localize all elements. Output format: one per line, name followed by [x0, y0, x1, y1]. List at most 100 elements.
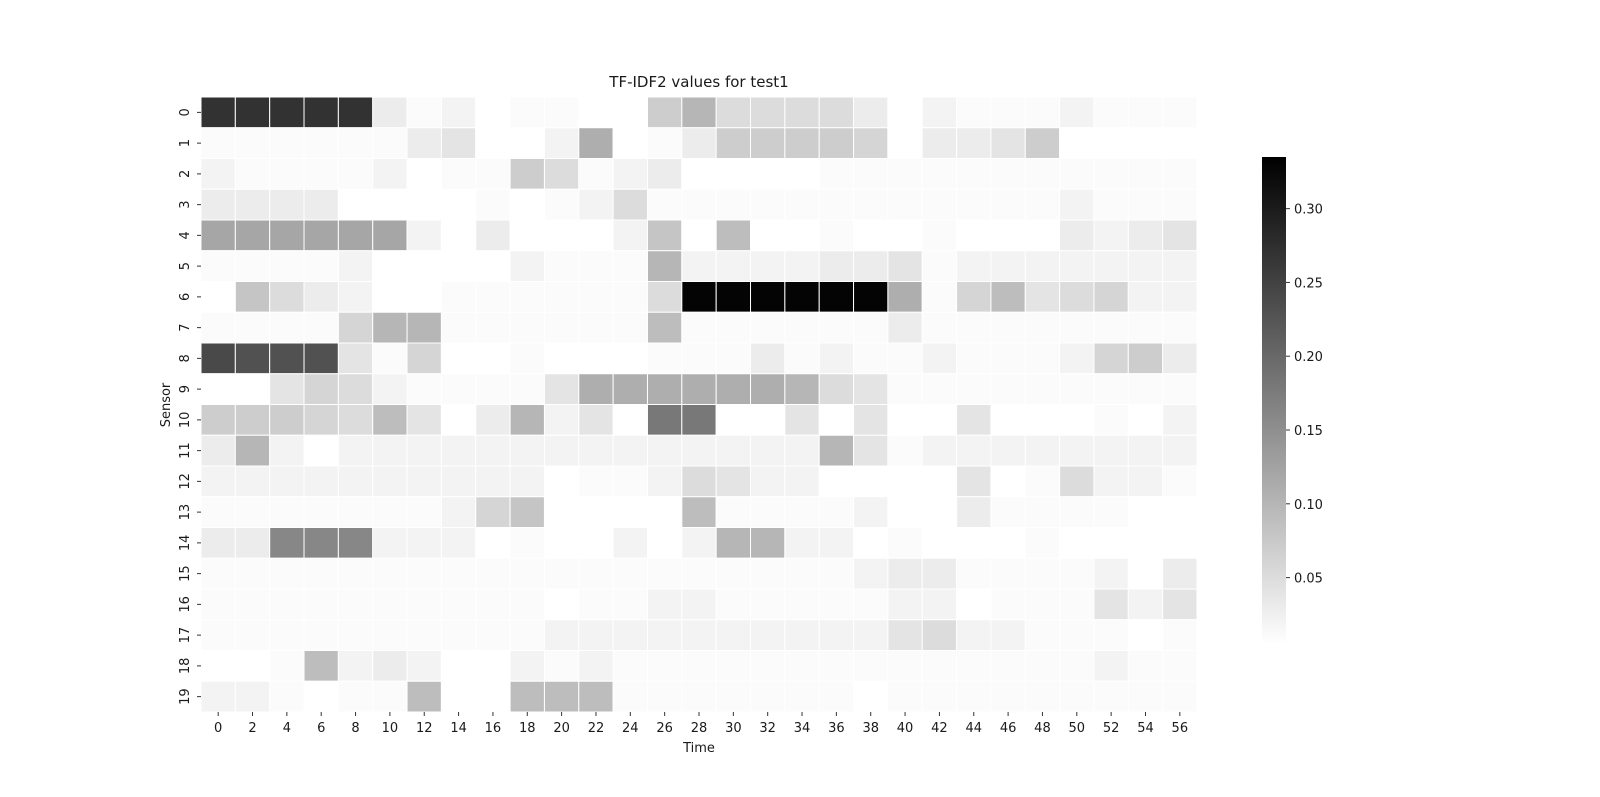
heatmap-cell	[646, 250, 683, 282]
heatmap-cell	[887, 342, 923, 375]
heatmap-cell	[646, 680, 683, 713]
heatmap-cell	[921, 434, 958, 467]
heatmap-cell	[784, 311, 820, 344]
heatmap-cell	[750, 588, 786, 621]
heatmap-cell	[818, 434, 855, 467]
heatmap-cell	[990, 188, 1026, 221]
heatmap-cell	[921, 404, 958, 436]
heatmap-cell	[887, 311, 923, 344]
heatmap-cell	[681, 342, 717, 375]
heatmap-cell	[406, 373, 442, 405]
heatmap-cell	[1024, 281, 1061, 313]
heatmap-cell	[853, 342, 889, 375]
heatmap-cell	[543, 250, 580, 282]
heatmap-cell	[646, 96, 683, 129]
heatmap-cell	[1127, 250, 1164, 282]
heatmap-cell	[921, 219, 958, 252]
heatmap-cell	[990, 465, 1026, 498]
heatmap-cell	[887, 127, 923, 159]
heatmap-cell	[303, 527, 339, 559]
heatmap-cell	[234, 342, 271, 375]
heatmap-cell	[372, 465, 408, 498]
x-tick-label: 18	[519, 721, 536, 736]
heatmap-cell	[1024, 680, 1061, 713]
heatmap-cell	[1059, 311, 1095, 344]
heatmap-cell	[372, 250, 408, 282]
heatmap-cell	[406, 219, 442, 252]
heatmap-cell	[818, 650, 855, 682]
heatmap-cell	[646, 557, 683, 590]
heatmap-cell	[1093, 96, 1129, 129]
heatmap-cell	[921, 650, 958, 682]
heatmap-cell	[475, 158, 511, 190]
heatmap-cell	[372, 404, 408, 436]
heatmap-cell	[509, 219, 545, 252]
heatmap-cell	[372, 158, 408, 190]
heatmap-cell	[956, 650, 992, 682]
heatmap-cell	[818, 465, 855, 498]
heatmap-cell	[1024, 96, 1061, 129]
heatmap-cell	[818, 557, 855, 590]
heatmap-cell	[1093, 680, 1129, 713]
heatmap-cell	[990, 158, 1026, 190]
heatmap-cell	[956, 188, 992, 221]
heatmap-cell	[715, 680, 752, 713]
heatmap-cell	[887, 373, 923, 405]
chart-title: TF-IDF2 values for test1	[608, 73, 788, 91]
heatmap-cell	[1024, 219, 1061, 252]
heatmap-cell	[887, 281, 923, 313]
heatmap-cell	[784, 680, 820, 713]
heatmap-cell	[818, 281, 855, 313]
heatmap-cell	[1059, 342, 1095, 375]
heatmap-cell	[372, 434, 408, 467]
heatmap-cell	[337, 404, 374, 436]
heatmap-cell	[509, 250, 545, 282]
heatmap-cell	[853, 404, 889, 436]
heatmap-cell	[921, 465, 958, 498]
heatmap-cell	[337, 465, 374, 498]
heatmap-cell	[337, 680, 374, 713]
heatmap-cell	[887, 250, 923, 282]
heatmap-cell	[543, 311, 580, 344]
heatmap-cell	[1059, 188, 1095, 221]
heatmap-cell	[990, 619, 1026, 651]
heatmap-cell	[853, 619, 889, 651]
heatmap-cell	[646, 404, 683, 436]
heatmap-cell	[1162, 619, 1198, 651]
heatmap-cell	[1059, 619, 1095, 651]
heatmap-cell	[509, 373, 545, 405]
heatmap-cell	[715, 619, 752, 651]
heatmap-cell	[853, 373, 889, 405]
heatmap-cell	[578, 342, 614, 375]
heatmap-cell	[200, 311, 236, 344]
heatmap-cell	[406, 404, 442, 436]
heatmap-cell	[784, 527, 820, 559]
heatmap-cell	[200, 96, 236, 129]
heatmap-cell	[372, 96, 408, 129]
heatmap-cell	[234, 96, 271, 129]
heatmap-cell	[887, 404, 923, 436]
y-tick-label: 8	[178, 354, 193, 362]
heatmap-cell	[887, 527, 923, 559]
heatmap-cell	[303, 588, 339, 621]
heatmap-cell	[200, 434, 236, 467]
heatmap-cell	[303, 188, 339, 221]
heatmap-cell	[578, 96, 614, 129]
heatmap-cell	[475, 342, 511, 375]
heatmap-cell	[475, 496, 511, 528]
heatmap-cell	[646, 127, 683, 159]
heatmap-cell	[440, 588, 477, 621]
heatmap-cell	[200, 527, 236, 559]
heatmap-cell	[750, 434, 786, 467]
heatmap-cell	[475, 619, 511, 651]
heatmap-cell	[750, 650, 786, 682]
heatmap-cell	[269, 588, 305, 621]
heatmap-cell	[750, 373, 786, 405]
x-tick-label: 2	[248, 721, 256, 736]
heatmap-cell	[887, 219, 923, 252]
heatmap-cell	[612, 557, 648, 590]
heatmap-cell	[303, 680, 339, 713]
heatmap-cell	[475, 311, 511, 344]
heatmap-cell	[543, 680, 580, 713]
